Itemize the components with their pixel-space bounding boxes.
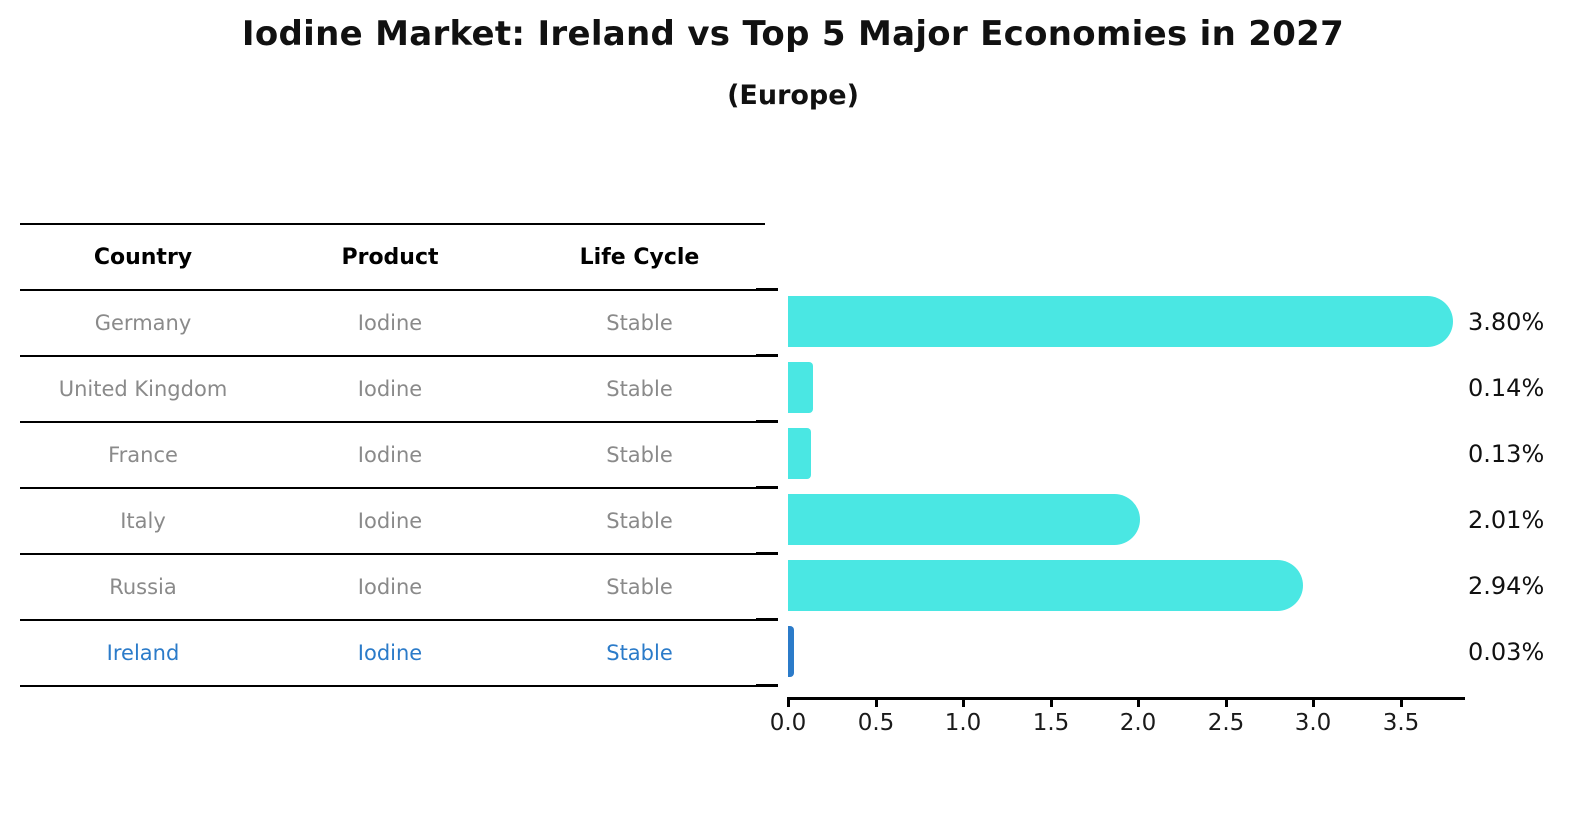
table-row-ireland: Ireland Iodine Stable <box>20 621 765 687</box>
cell-product: Iodine <box>357 641 423 665</box>
bar-value-label-italy: 2.01% <box>1468 506 1545 534</box>
cell-country: Ireland <box>106 641 180 665</box>
bar-value-label-france: 0.13% <box>1468 440 1545 468</box>
x-axis-tick-mark <box>1137 697 1140 707</box>
x-axis: 0.0 0.5 1.0 1.5 2.0 2.5 3.0 3.5 <box>770 697 1488 747</box>
x-axis-tick-label: 2.0 <box>1119 710 1157 736</box>
bar-chart-plot-area <box>788 289 1465 700</box>
x-axis-tick-label: 3.0 <box>1294 710 1332 736</box>
x-axis-tick-mark <box>1225 697 1228 707</box>
x-axis-tick-label: 0.0 <box>769 710 807 736</box>
y-axis-tick-mark <box>756 552 778 555</box>
bar-germany <box>788 296 1453 347</box>
cell-life-cycle: Stable <box>606 377 673 401</box>
column-header-product: Product <box>341 244 439 270</box>
x-axis-tick-mark <box>787 697 790 707</box>
x-axis-tick-mark <box>962 697 965 707</box>
x-axis-tick-label: 3.5 <box>1382 710 1420 736</box>
x-axis-tick-mark <box>875 697 878 707</box>
cell-life-cycle: Stable <box>606 509 673 533</box>
table-row-italy: Italy Iodine Stable <box>20 489 765 555</box>
x-axis-tick-label: 1.0 <box>944 710 982 736</box>
y-axis-tick-mark <box>756 420 778 423</box>
cell-product: Iodine <box>357 575 423 599</box>
page-title: Iodine Market: Ireland vs Top 5 Major Ec… <box>241 14 1345 54</box>
cell-product: Iodine <box>357 509 423 533</box>
table-row-france: France Iodine Stable <box>20 423 765 489</box>
cell-life-cycle: Stable <box>606 575 673 599</box>
x-axis-tick-label: 0.5 <box>857 710 895 736</box>
bar-italy <box>788 494 1140 545</box>
bar-russia <box>788 560 1303 611</box>
x-axis-tick-label: 2.5 <box>1207 710 1245 736</box>
cell-country: Italy <box>120 509 166 533</box>
bar-value-label-ireland: 0.03% <box>1468 638 1545 666</box>
cell-life-cycle: Stable <box>606 311 673 335</box>
cell-product: Iodine <box>357 311 423 335</box>
cell-country: France <box>108 443 178 467</box>
y-axis-tick-mark <box>756 684 778 687</box>
cell-life-cycle: Stable <box>606 443 673 467</box>
table-row-russia: Russia Iodine Stable <box>20 555 765 621</box>
x-axis-tick-label: 1.5 <box>1032 710 1070 736</box>
cell-life-cycle: Stable <box>606 641 673 665</box>
x-axis-tick-mark <box>1050 697 1053 707</box>
x-axis-tick-mark <box>1400 697 1403 707</box>
table-header-row: Country Product Life Cycle <box>20 225 765 291</box>
y-axis-tick-mark <box>756 354 778 357</box>
cell-product: Iodine <box>357 443 423 467</box>
page-subtitle: (Europe) <box>727 80 859 111</box>
bar-ireland <box>788 626 794 677</box>
bar-united-kingdom <box>788 362 813 413</box>
y-axis-tick-mark <box>756 618 778 621</box>
y-axis-tick-mark <box>756 486 778 489</box>
x-axis-tick-mark <box>1312 697 1315 707</box>
column-header-country: Country <box>93 244 193 270</box>
cell-country: Germany <box>94 311 192 335</box>
column-header-life-cycle: Life Cycle <box>579 244 700 270</box>
table-row-united-kingdom: United Kingdom Iodine Stable <box>20 357 765 423</box>
cell-country: United Kingdom <box>58 377 228 401</box>
country-table: Country Product Life Cycle Germany Iodin… <box>20 223 765 687</box>
cell-country: Russia <box>109 575 177 599</box>
bar-value-label-germany: 3.80% <box>1468 308 1545 336</box>
bar-france <box>788 428 811 479</box>
table-row-germany: Germany Iodine Stable <box>20 291 765 357</box>
cell-product: Iodine <box>357 377 423 401</box>
bar-value-label-russia: 2.94% <box>1468 572 1545 600</box>
bar-value-label-united-kingdom: 0.14% <box>1468 374 1545 402</box>
y-axis-tick-mark <box>756 288 778 291</box>
